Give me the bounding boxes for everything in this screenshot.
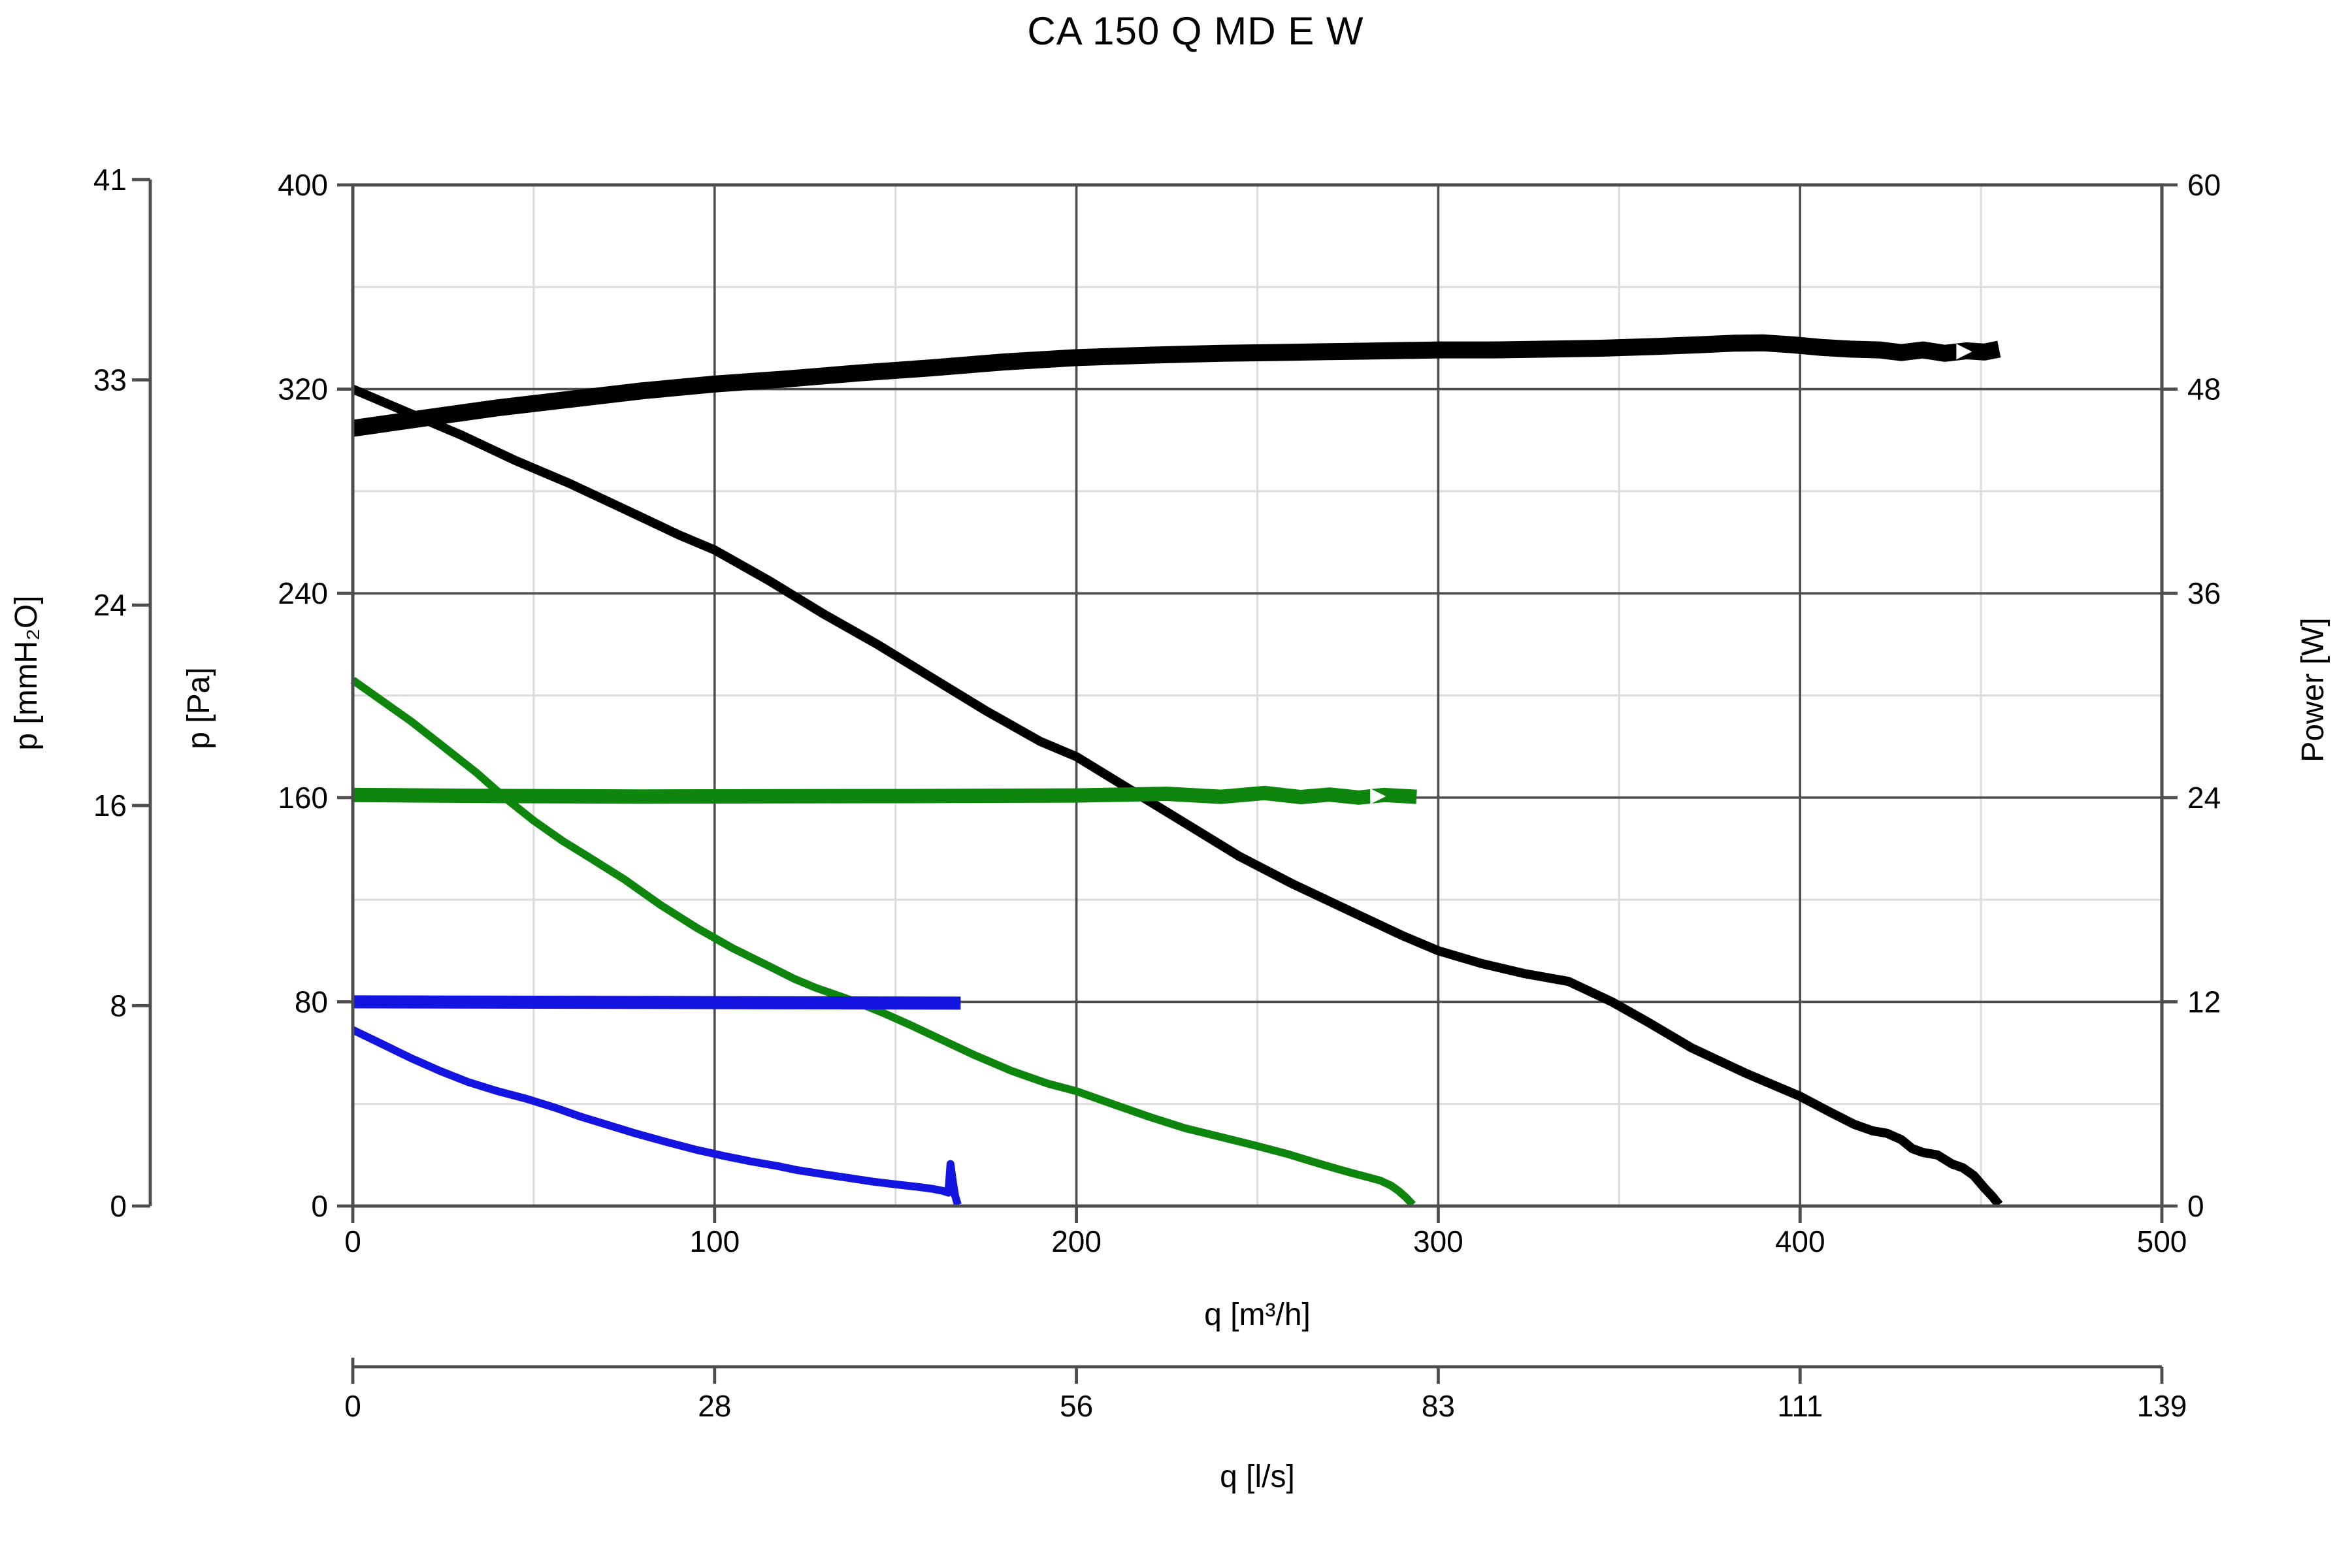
mmh2o-tick-label: 41 [93,163,127,197]
x-axis-label-ls: q [l/s] [1220,1460,1295,1494]
flow-m3h-tick-label: 500 [2137,1224,2187,1258]
power-curve [351,334,2001,437]
pa-tick-label: 160 [278,781,328,815]
chart-title: CA 150 Q MD E W [1027,10,1364,54]
mmh2o-tick-label: 33 [93,363,127,397]
pressure-curve-min-speed [351,1026,962,1206]
pressure-curve-max-speed [351,385,2003,1208]
mmh2o-tick-label: 24 [93,588,127,622]
power-tick-label: 24 [2187,781,2221,815]
pa-tick-label: 0 [311,1189,328,1223]
flow-ls-tick-label: 0 [344,1389,361,1423]
power-tick-label: 0 [2187,1189,2204,1223]
plot-border [351,183,2164,1208]
flow-ls-tick-label: 139 [2137,1389,2187,1423]
working-line-mid-speed [352,785,1417,805]
power-tick-label: 12 [2187,985,2221,1019]
pa-tick-label: 320 [278,372,328,406]
power-tick-label: 36 [2187,576,2221,610]
flow-ls-tick-label: 83 [1422,1389,1455,1423]
y-axis-label-power: Power [W] [2296,617,2330,762]
flow-ls-tick-label: 111 [1777,1389,1823,1423]
pa-tick-label: 400 [278,168,328,202]
flow-ls-tick-label: 56 [1060,1389,1093,1423]
mmh2o-tick-label: 0 [110,1189,127,1223]
y-axis-label-pa: p [Pa] [182,667,216,749]
flow-ls-tick-label: 28 [698,1389,731,1423]
pa-tick-label: 80 [295,985,328,1019]
mmh2o-tick-label: 8 [110,988,127,1022]
mmh2o-tick-label: 16 [93,789,127,823]
pressure-curve-mid-speed [350,677,1416,1208]
working-line-min-speed [352,995,961,1010]
flow-m3h-tick-label: 300 [1413,1224,1463,1258]
power-tick-label: 60 [2187,168,2221,202]
flow-m3h-tick-label: 400 [1775,1224,1825,1258]
power-curve-arrow-icon [1956,344,1972,360]
x-axis-label-m3h: q [m³/h] [1204,1298,1311,1332]
flow-m3h-tick-label: 0 [344,1224,361,1258]
flow-m3h-tick-label: 100 [689,1224,740,1258]
y-axis-label-mmh2o: p [mmH₂O] [9,595,44,750]
flow-m3h-tick-label: 200 [1051,1224,1102,1258]
power-tick-label: 48 [2187,372,2221,406]
working-line-mid-speed-arrow-icon [1370,788,1386,804]
pa-tick-label: 240 [278,576,328,610]
